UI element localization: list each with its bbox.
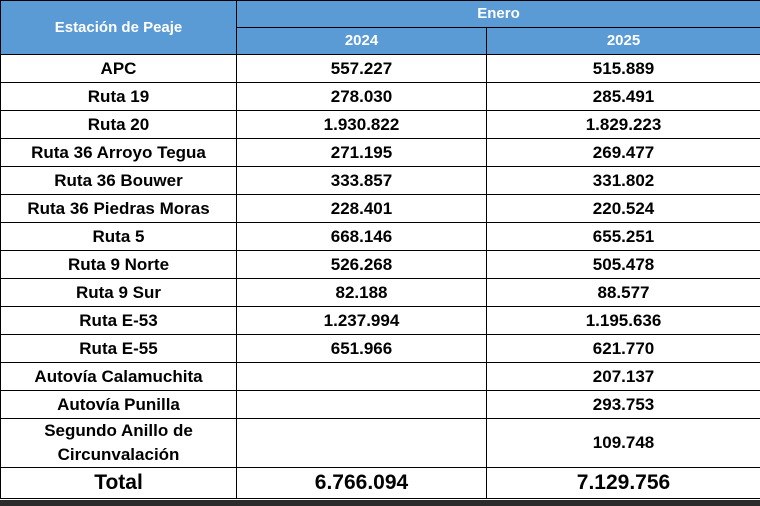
year-header: 2024	[236, 27, 487, 55]
station-cell: Total	[0, 467, 237, 499]
value-cell: 109.748	[485, 418, 760, 468]
value-cell: 655.251	[485, 222, 760, 251]
station-cell: Ruta E-55	[0, 334, 237, 363]
table-row: Ruta 36 Piedras Moras 228.401 220.524	[0, 194, 760, 223]
value-cell: 621.770	[485, 334, 760, 363]
year-header: 2025	[485, 27, 760, 55]
value-cell: 1.829.223	[485, 110, 760, 139]
value-cell: 228.401	[236, 194, 487, 223]
value-cell: 331.802	[485, 166, 760, 195]
table-row: Autovía Calamuchita 207.137	[0, 362, 760, 391]
value-cell: 6.766.094	[236, 467, 487, 499]
value-cell: 293.753	[485, 390, 760, 419]
station-cell: Ruta 20	[0, 110, 237, 139]
value-cell: 220.524	[485, 194, 760, 223]
value-cell	[236, 362, 487, 391]
table-row: Autovía Punilla 293.753	[0, 390, 760, 419]
station-cell: Ruta 36 Piedras Moras	[0, 194, 237, 223]
value-cell	[236, 390, 487, 419]
value-cell	[236, 418, 487, 468]
station-cell: Ruta 9 Sur	[0, 278, 237, 307]
value-cell: 278.030	[236, 82, 487, 111]
value-cell: 1.195.636	[485, 306, 760, 335]
value-cell: 526.268	[236, 250, 487, 279]
table-row: Ruta 9 Norte 526.268 505.478	[0, 250, 760, 279]
column-header: Estación de Peaje	[0, 0, 237, 55]
value-cell: 515.889	[485, 54, 760, 83]
table-row: Ruta E-55 651.966 621.770	[0, 334, 760, 363]
station-cell: Autovía Calamuchita	[0, 362, 237, 391]
station-cell: Autovía Punilla	[0, 390, 237, 419]
table-row: Ruta 5 668.146 655.251	[0, 222, 760, 251]
value-cell: 333.857	[236, 166, 487, 195]
table-row: Total 6.766.094 7.129.756	[0, 467, 760, 499]
table-row: Segundo Anillo de Circunvalación 109.748	[0, 418, 760, 468]
value-cell: 651.966	[236, 334, 487, 363]
value-cell: 668.146	[236, 222, 487, 251]
station-cell: Ruta 36 Bouwer	[0, 166, 237, 195]
table-row: Ruta 36 Arroyo Tegua 271.195 269.477	[0, 138, 760, 167]
station-cell: APC	[0, 54, 237, 83]
value-cell: 285.491	[485, 82, 760, 111]
value-cell: 207.137	[485, 362, 760, 391]
value-cell: 82.188	[236, 278, 487, 307]
table-row: APC 557.227 515.889	[0, 54, 760, 83]
value-cell: 88.577	[485, 278, 760, 307]
value-cell: 1.930.822	[236, 110, 487, 139]
station-cell: Ruta E-53	[0, 306, 237, 335]
table-row: Ruta E-53 1.237.994 1.195.636	[0, 306, 760, 335]
value-cell: 269.477	[485, 138, 760, 167]
value-cell: 1.237.994	[236, 306, 487, 335]
table-row: Ruta 19 278.030 285.491	[0, 82, 760, 111]
value-cell: 505.478	[485, 250, 760, 279]
station-cell: Ruta 36 Arroyo Tegua	[0, 138, 237, 167]
station-cell: Ruta 19	[0, 82, 237, 111]
station-cell: Ruta 9 Norte	[0, 250, 237, 279]
value-cell: 7.129.756	[485, 467, 760, 499]
value-cell: 557.227	[236, 54, 487, 83]
group-header: Enero	[235, 0, 760, 28]
table-row: Ruta 36 Bouwer 333.857 331.802	[0, 166, 760, 195]
value-cell: 271.195	[236, 138, 487, 167]
table-body: APC 557.227 515.889 Ruta 19 278.030 285.491 Ru…	[0, 54, 760, 499]
station-cell: Segundo Anillo de Circunvalación	[0, 418, 237, 468]
table-row: Ruta 20 1.930.822 1.829.223	[0, 110, 760, 139]
table-row: Ruta 9 Sur 82.188 88.577	[0, 278, 760, 307]
station-cell: Ruta 5	[0, 222, 237, 251]
